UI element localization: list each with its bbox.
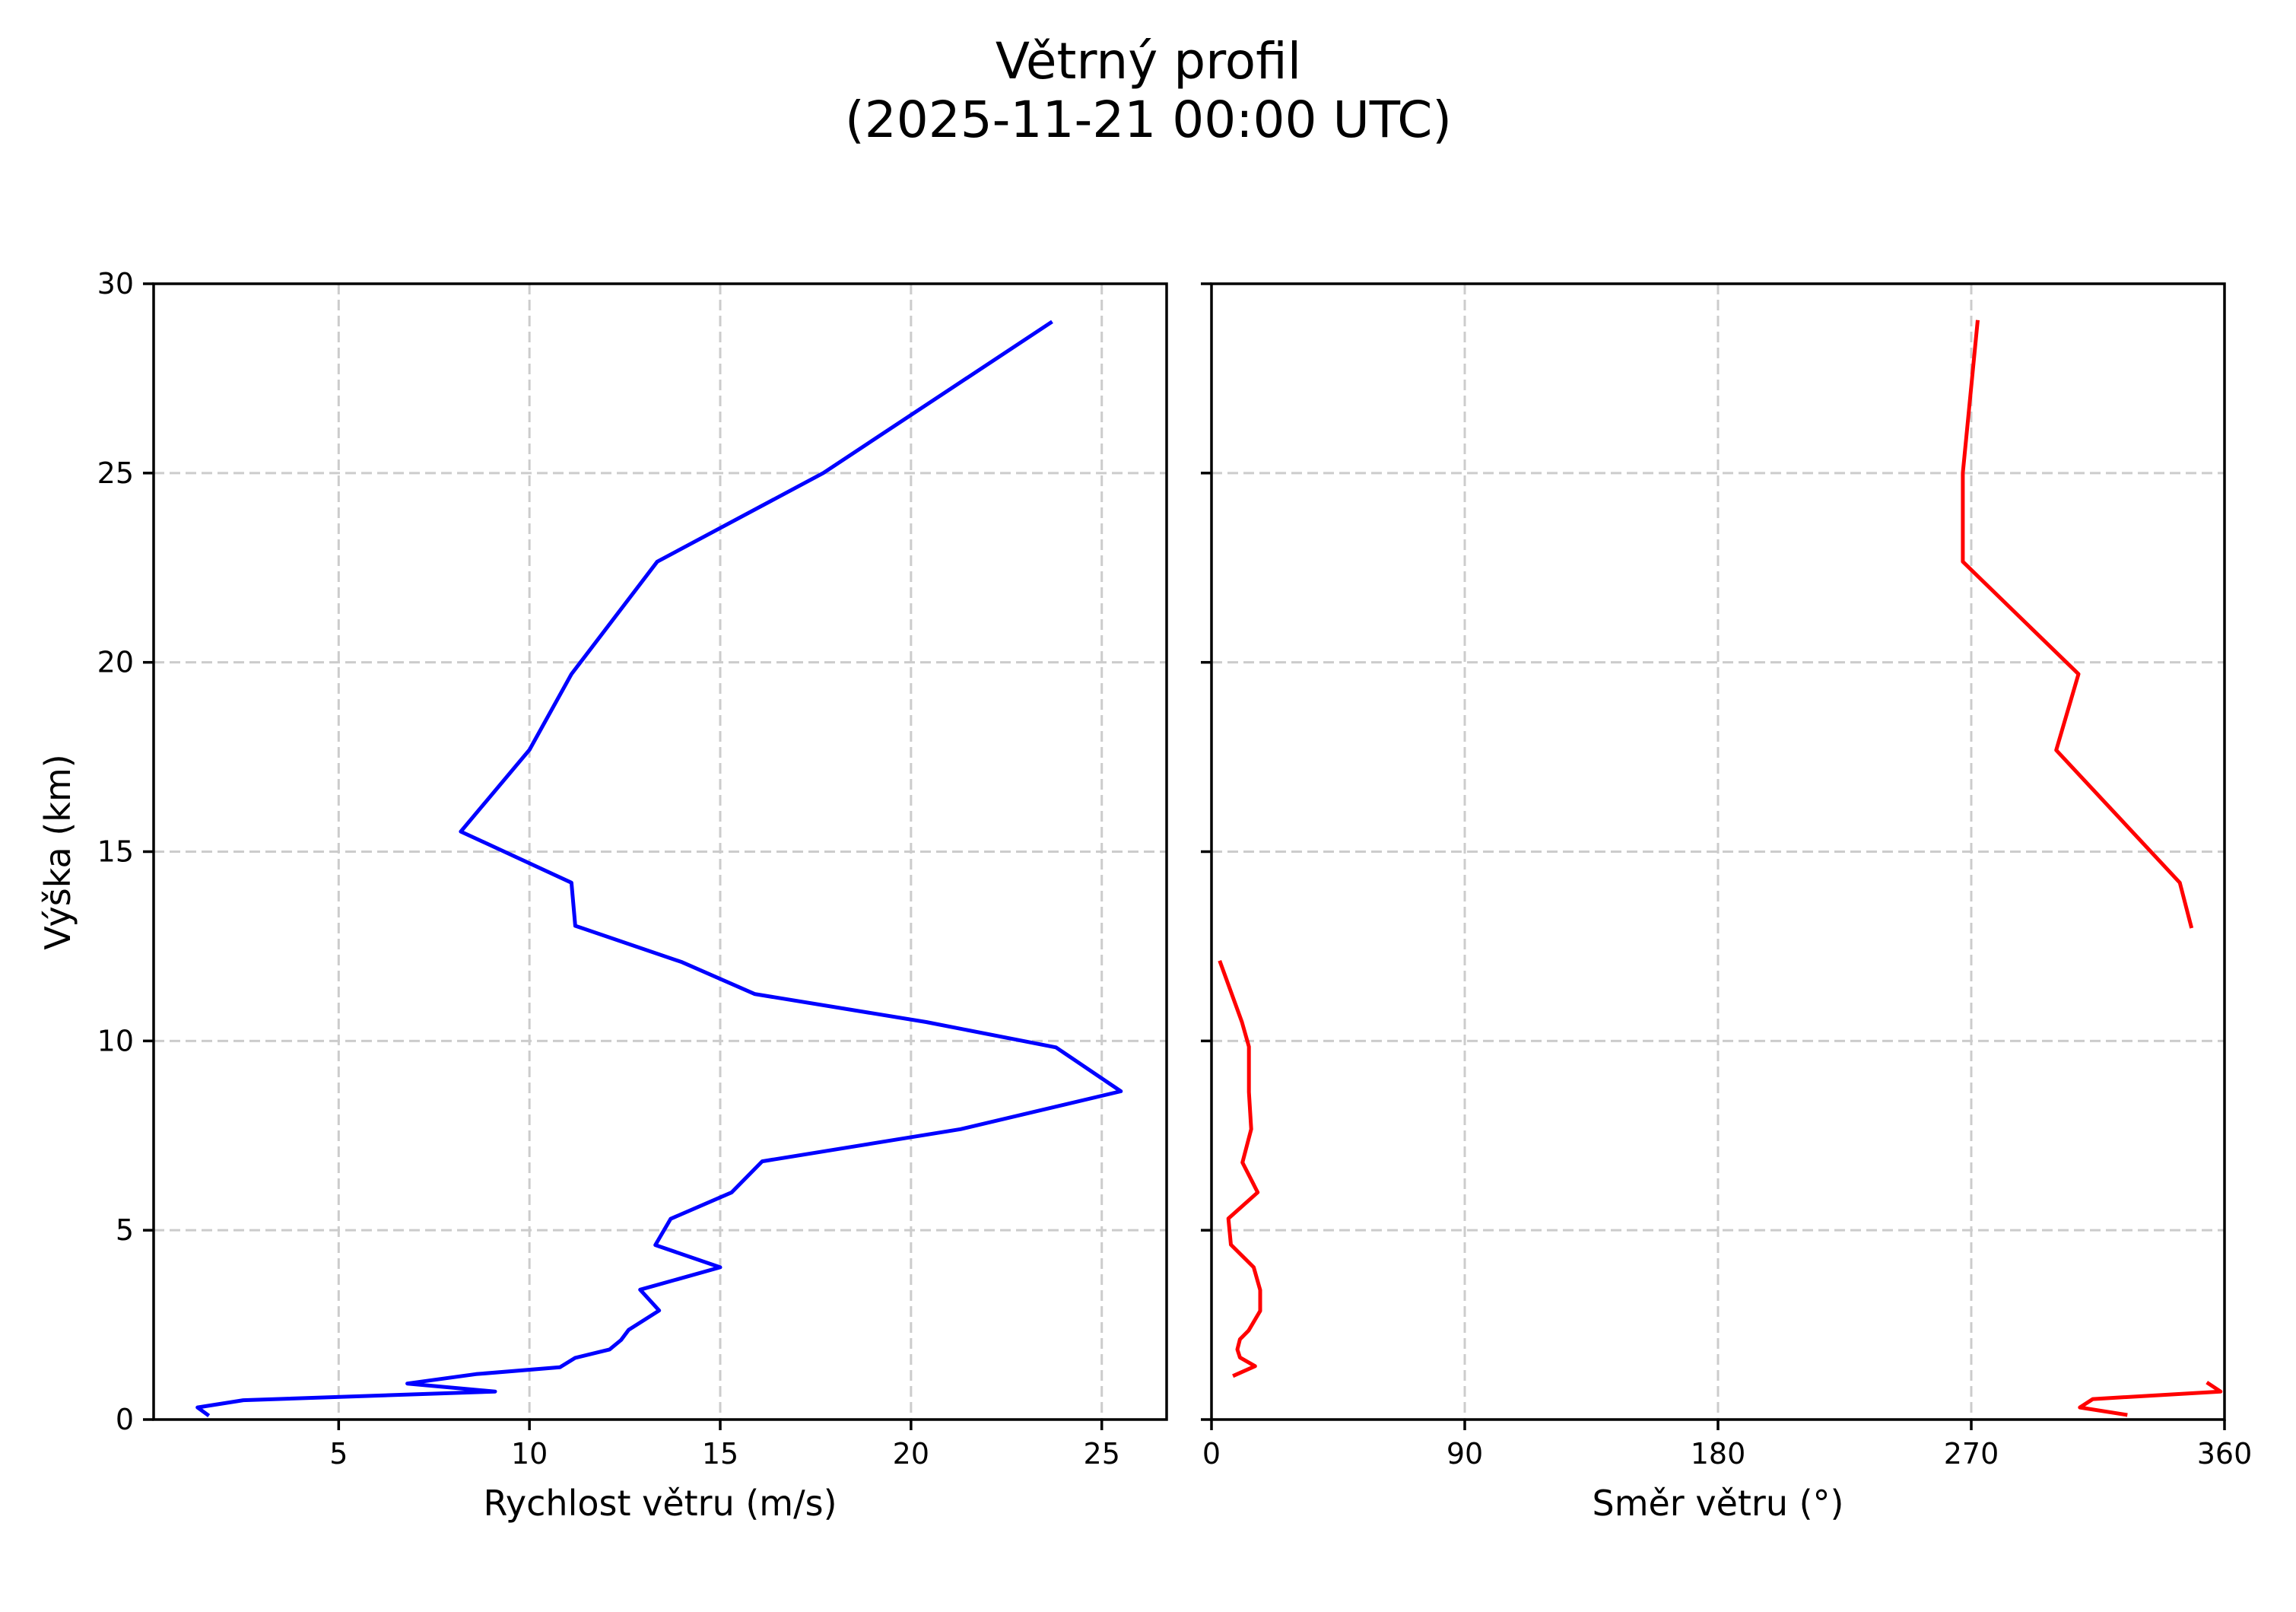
wind-direction-segment — [2078, 1381, 2223, 1417]
x-tick-label: 5 — [329, 1437, 348, 1471]
x-tick-label: 90 — [1447, 1437, 1483, 1471]
x-tick-label: 10 — [511, 1437, 548, 1471]
wind-direction-gridlines — [1212, 284, 2225, 1420]
wind-speed-ticks: 5 10 15 20 25 0 5 10 15 20 25 30 — [97, 267, 1120, 1471]
wind-direction-segment — [1961, 320, 2194, 929]
y-tick-label: 15 — [97, 835, 134, 869]
x-axis-label-direction: Směr větru (°) — [1593, 1483, 1844, 1524]
y-tick-label: 5 — [116, 1213, 134, 1247]
wind-direction-ticks: 0 90 180 270 360 — [1201, 282, 2253, 1471]
wind-direction-panel: 0 90 180 270 360 Směr větru (°) — [1201, 282, 2253, 1524]
x-tick-label: 360 — [2197, 1437, 2253, 1471]
x-tick-label: 20 — [893, 1437, 929, 1471]
chart-title-line2: (2025-11-21 00:00 UTC) — [845, 91, 1452, 149]
y-tick-label: 25 — [97, 456, 134, 490]
y-axis-label-height: Výška (km) — [37, 754, 78, 949]
x-tick-label: 180 — [1691, 1437, 1746, 1471]
y-tick-label: 10 — [97, 1024, 134, 1057]
chart-title-line1: Větrný profil — [996, 32, 1301, 91]
wind-speed-gridlines — [154, 284, 1167, 1420]
wind-direction-segment — [1218, 959, 1262, 1378]
x-tick-label: 270 — [1944, 1437, 1999, 1471]
wind-speed-line — [195, 320, 1123, 1418]
y-tick-label: 0 — [116, 1403, 134, 1436]
x-axis-label-speed: Rychlost větru (m/s) — [483, 1483, 837, 1524]
wind-speed-panel: 5 10 15 20 25 0 5 10 15 20 25 30 Rychlost větru (m/… — [37, 267, 1168, 1524]
y-tick-label: 20 — [97, 646, 134, 679]
x-tick-label: 0 — [1202, 1437, 1221, 1471]
wind-direction-line — [1218, 320, 2223, 1417]
y-tick-label: 30 — [97, 267, 134, 300]
x-tick-label: 25 — [1084, 1437, 1120, 1471]
x-tick-label: 15 — [702, 1437, 738, 1471]
